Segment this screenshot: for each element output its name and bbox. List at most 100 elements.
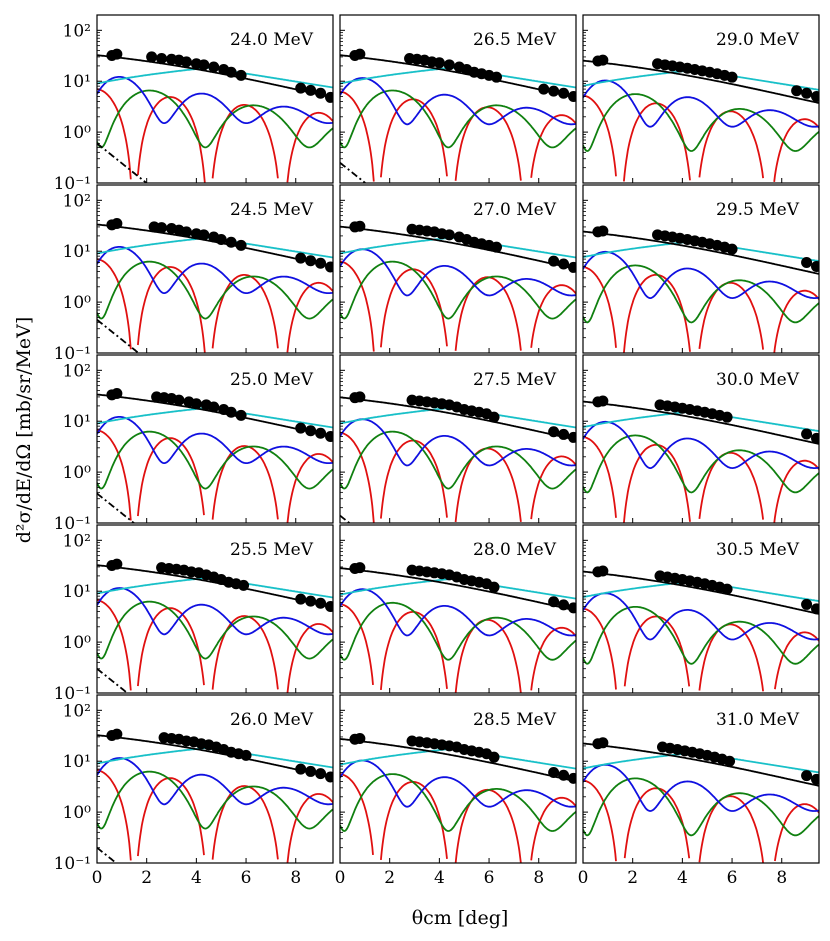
data-point xyxy=(488,581,500,593)
x-tick-label: 2 xyxy=(627,868,638,888)
panel-frame xyxy=(96,14,334,184)
blue-curve xyxy=(97,246,333,294)
panel: 29.5 MeV xyxy=(582,184,820,354)
data-point xyxy=(315,87,327,99)
x-tick-label: 8 xyxy=(533,868,544,888)
data-point xyxy=(791,85,803,97)
panel: 0 2 4 6 8 31.0 MeV xyxy=(578,694,820,888)
panel-frame xyxy=(582,14,820,184)
total-curve xyxy=(340,396,576,441)
data-point xyxy=(721,583,733,595)
green-curve xyxy=(340,89,576,149)
green-curve xyxy=(583,777,819,837)
data-point xyxy=(488,751,500,763)
plot-area xyxy=(583,395,819,523)
green-curve xyxy=(340,430,576,490)
data-point xyxy=(315,427,327,439)
green-curve xyxy=(97,89,333,149)
panel: 10⁻¹ 10⁰ 10¹ 10² 24.0 MeV xyxy=(54,14,334,194)
y-tick-label: 10¹ xyxy=(63,752,91,772)
x-tick-label: 2 xyxy=(141,868,152,888)
y-tick-label: 10⁰ xyxy=(63,123,92,143)
data-point xyxy=(801,428,813,440)
x-tick-label: 8 xyxy=(290,868,301,888)
blue-curve xyxy=(583,763,819,812)
data-point xyxy=(597,54,609,66)
panel: 29.0 MeV xyxy=(582,14,820,184)
plot-area xyxy=(97,218,333,353)
panel-frame xyxy=(582,694,820,864)
y-tick-label: 10⁰ xyxy=(63,633,92,653)
panel-frame xyxy=(339,694,577,864)
data-point xyxy=(811,261,819,273)
data-point xyxy=(146,51,158,63)
data-point xyxy=(235,409,247,421)
panel: 30.5 MeV xyxy=(582,524,820,694)
y-tick-label: 10² xyxy=(63,701,91,721)
data-point xyxy=(597,565,609,577)
data-point xyxy=(548,85,560,97)
panel: 27.0 MeV xyxy=(339,184,577,354)
x-tick-label: 4 xyxy=(191,868,202,888)
data-point xyxy=(156,222,168,234)
data-point xyxy=(235,239,247,251)
data-point xyxy=(811,91,819,103)
data-point xyxy=(198,229,210,241)
plot-area xyxy=(97,388,333,523)
data-point xyxy=(558,428,570,440)
plot-area xyxy=(583,565,819,692)
panel: 26.5 MeV xyxy=(339,14,577,184)
panel-energy-label: 29.5 MeV xyxy=(716,200,800,220)
x-tick-label: 2 xyxy=(384,868,395,888)
x-tick-label: 4 xyxy=(677,868,688,888)
data-point xyxy=(215,233,227,245)
blue-curve xyxy=(583,592,819,641)
data-point xyxy=(558,87,570,99)
panel: 0 2 4 6 8 28.5 MeV xyxy=(335,694,577,888)
total-curve xyxy=(583,742,819,787)
blue-curve xyxy=(340,759,576,808)
data-point xyxy=(111,48,123,60)
data-point xyxy=(801,598,813,610)
plot-area xyxy=(340,562,576,693)
panel: 28.0 MeV xyxy=(339,524,577,694)
data-point xyxy=(295,763,307,775)
data-point xyxy=(354,391,366,403)
total-curve xyxy=(340,567,576,612)
x-tick-label: 0 xyxy=(92,868,103,888)
data-point xyxy=(305,255,317,267)
data-point xyxy=(305,84,317,96)
data-point xyxy=(558,599,570,611)
panel-frame xyxy=(96,694,334,864)
data-point xyxy=(433,57,445,69)
data-point xyxy=(305,765,317,777)
total-curve xyxy=(583,570,819,615)
data-point xyxy=(568,602,576,614)
x-tick-label: 0 xyxy=(335,868,346,888)
dashdot-curve xyxy=(97,846,118,863)
data-point xyxy=(315,597,327,609)
y-tick-label: 10⁰ xyxy=(63,463,92,483)
data-point xyxy=(443,59,455,71)
green-curve xyxy=(340,601,576,661)
data-point xyxy=(180,226,192,238)
blue-curve xyxy=(340,588,576,637)
data-point xyxy=(354,732,366,744)
x-tick-label: 6 xyxy=(484,868,495,888)
x-tick-label: 0 xyxy=(578,868,589,888)
y-tick-label: 10¹ xyxy=(63,242,91,262)
data-point xyxy=(111,728,123,740)
panel-frame xyxy=(96,524,334,694)
data-point xyxy=(156,52,168,64)
plot-area xyxy=(340,732,576,863)
panel-frame xyxy=(582,354,820,524)
y-tick-label: 10¹ xyxy=(63,582,91,602)
data-point xyxy=(548,255,560,267)
panel: 10⁻¹ 10⁰ 10¹ 10² 25.5 MeV xyxy=(54,524,334,704)
data-point xyxy=(315,768,327,780)
data-point xyxy=(305,595,317,607)
data-point xyxy=(295,82,307,94)
panel-energy-label: 27.0 MeV xyxy=(473,200,557,220)
data-point xyxy=(568,431,576,443)
y-tick-label: 10⁻¹ xyxy=(54,854,91,874)
